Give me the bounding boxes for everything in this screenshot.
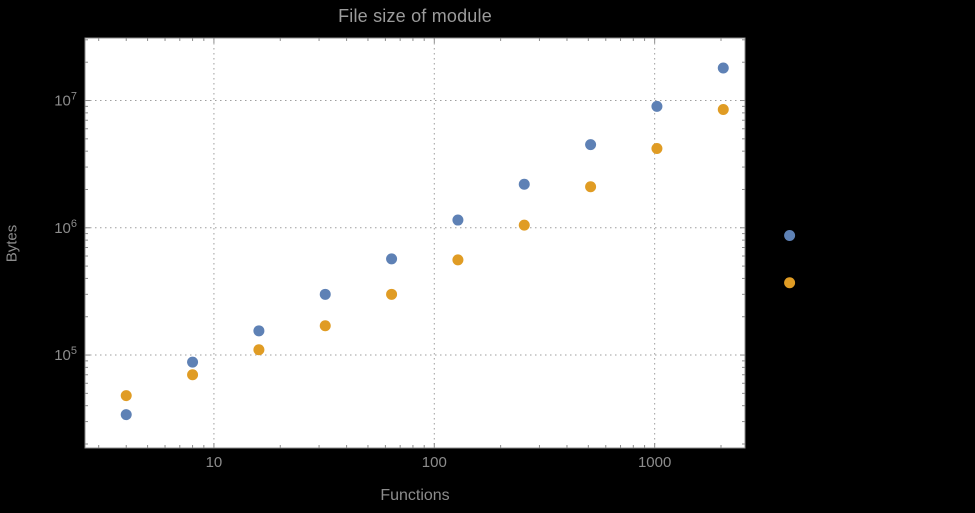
- data-point-orange: [386, 288, 398, 300]
- x-tick-label: 10: [206, 454, 223, 471]
- data-point-orange: [452, 254, 464, 266]
- data-point-blue: [452, 214, 464, 226]
- data-point-orange: [784, 277, 796, 289]
- data-point-orange: [518, 219, 530, 231]
- data-point-orange: [319, 320, 331, 332]
- data-point-orange: [120, 390, 132, 402]
- data-point-orange: [585, 181, 597, 193]
- x-tick-label: 1000: [638, 454, 671, 471]
- x-tick-label: 100: [422, 454, 447, 471]
- y-tick-label: 107: [54, 91, 77, 110]
- data-point-blue: [585, 139, 597, 151]
- data-point-blue: [386, 253, 398, 265]
- y-tick-label: 105: [54, 345, 77, 364]
- data-point-blue: [717, 62, 729, 74]
- data-point-blue: [187, 356, 199, 368]
- data-point-blue: [319, 288, 331, 300]
- data-point-orange: [717, 104, 729, 116]
- data-point-blue: [784, 229, 796, 241]
- data-point-blue: [120, 409, 132, 421]
- plot-frame: [84, 37, 746, 449]
- y-tick-label: 106: [54, 218, 77, 237]
- data-point-blue: [518, 178, 530, 190]
- data-point-orange: [187, 369, 199, 381]
- data-point-blue: [651, 100, 663, 112]
- y-axis-label: Bytes: [3, 224, 21, 263]
- x-axis-label: Functions: [380, 487, 450, 504]
- data-point-orange: [253, 344, 265, 356]
- plot-area: [85, 38, 745, 448]
- chart-title: File size of module: [338, 6, 492, 26]
- data-point-orange: [651, 142, 663, 154]
- data-point-blue: [253, 325, 265, 337]
